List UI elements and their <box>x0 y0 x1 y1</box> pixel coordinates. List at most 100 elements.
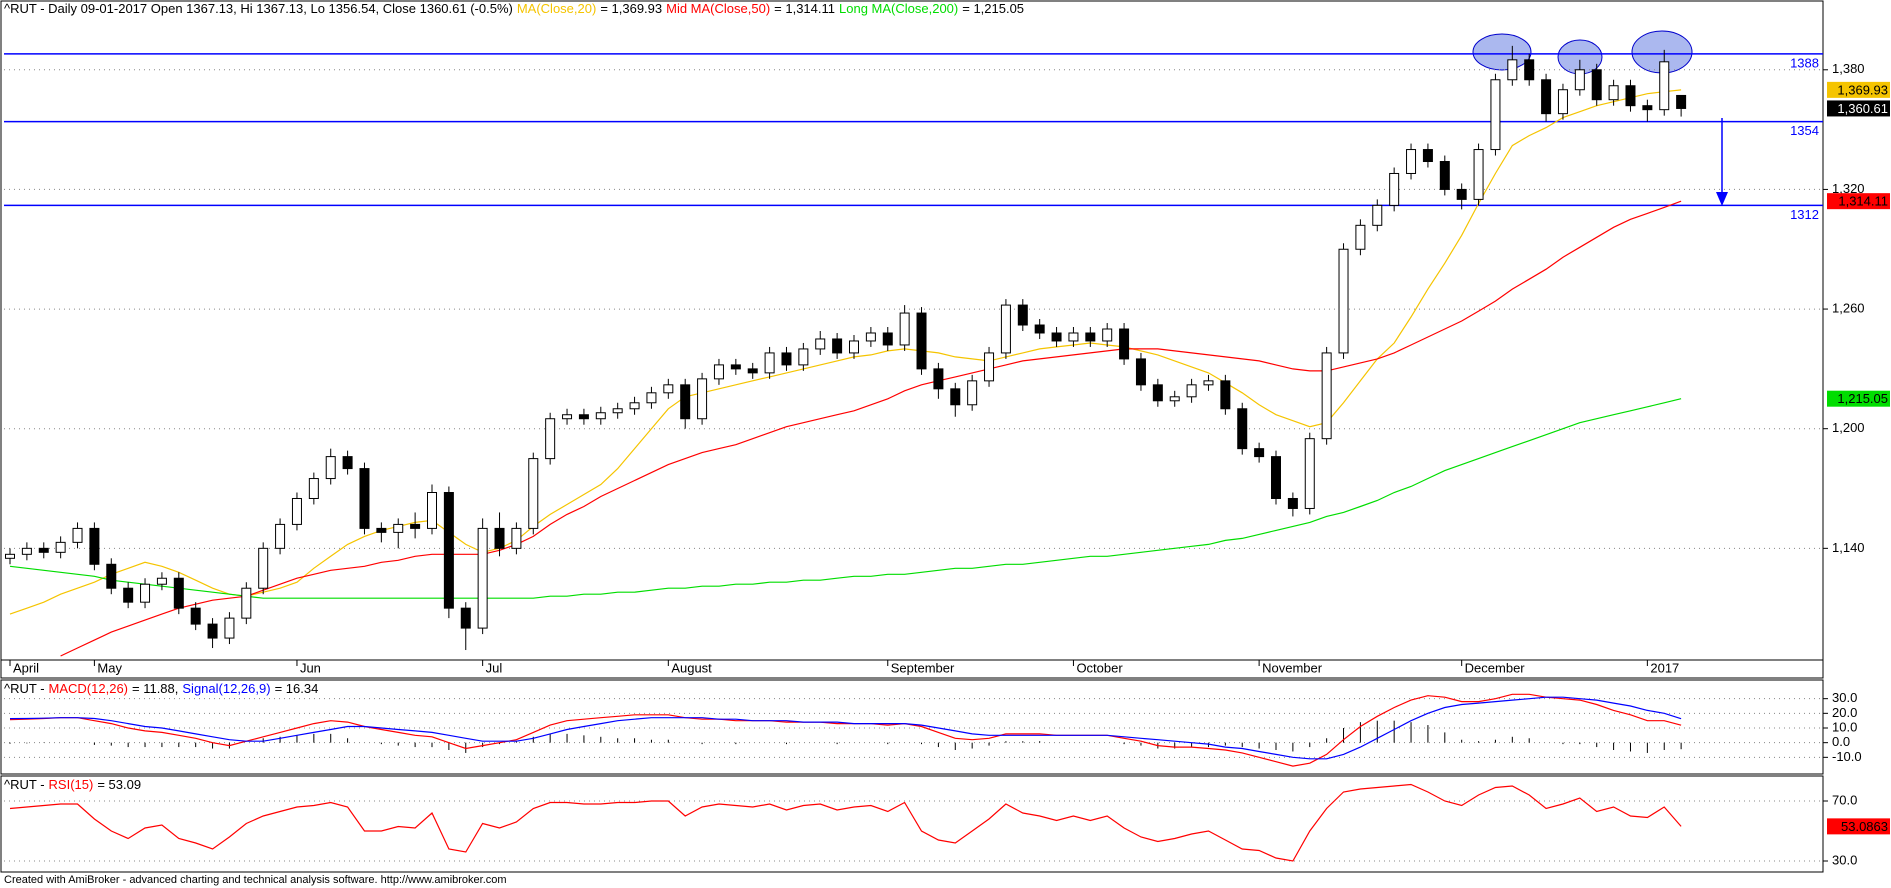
panel-legend: ^RUT - MACD(12,26) = 11.88, Signal(12,26,9)… <box>4 681 318 696</box>
y-tick-label: 1,260 <box>1832 301 1865 316</box>
value-badge-label: 1,215.05 <box>1837 391 1888 406</box>
candle-body <box>562 414 573 420</box>
candle-body <box>1490 79 1501 151</box>
indicator-line <box>9 696 1682 760</box>
level-label: 1312 <box>1790 207 1819 222</box>
candle-body <box>1557 89 1568 115</box>
x-tick-label: May <box>97 660 122 675</box>
legend-value: = 16.34 <box>275 681 319 696</box>
candle-body <box>1541 79 1552 115</box>
indicator-line <box>9 693 1682 767</box>
candle-body <box>1135 358 1146 386</box>
candle-body <box>1591 69 1602 101</box>
value-badge <box>1827 193 1890 210</box>
candle-body <box>545 418 556 460</box>
candle-body <box>173 577 184 609</box>
candle-body <box>1574 69 1585 91</box>
candle-body <box>1102 328 1113 342</box>
candle-body <box>1152 384 1163 402</box>
candle-body <box>730 364 741 370</box>
x-tick-label: Jun <box>300 660 321 675</box>
candle-body <box>1271 456 1281 499</box>
candle-body <box>950 388 961 406</box>
candle-body <box>1355 224 1366 250</box>
legend-title: ^RUT - <box>4 681 45 696</box>
candle-body <box>156 577 167 585</box>
candle-body <box>140 583 151 603</box>
candle-body <box>325 456 336 480</box>
value-badge <box>1827 390 1890 407</box>
value-badge-label: 1,360.61 <box>1837 101 1888 116</box>
value-badge-label: 1,314.11 <box>1838 194 1888 209</box>
candle-body <box>1422 149 1433 163</box>
legend-name: MA(Close,20) <box>517 1 596 16</box>
panel-legend: ^RUT - RSI(15) = 53.09 <box>4 777 141 792</box>
candle-body <box>1524 59 1535 81</box>
candle-body <box>663 384 674 394</box>
legend-value: = 11.88, <box>132 681 178 696</box>
x-tick-label: August <box>671 660 712 675</box>
candle-body <box>595 412 606 420</box>
candle-body <box>1389 172 1400 206</box>
target-arrow-head <box>1716 192 1728 206</box>
candle-body <box>511 527 522 549</box>
candle-body <box>1439 161 1450 190</box>
candle-body <box>410 523 421 529</box>
candle-body <box>1068 332 1079 342</box>
candle-body <box>443 492 454 609</box>
candle-body <box>291 497 302 525</box>
candle-body <box>224 617 235 639</box>
y-tick-label: 30.0 <box>1832 690 1857 705</box>
ma-line <box>9 398 1682 599</box>
legend-value: = 1,215.05 <box>962 1 1024 16</box>
legend-value: = 1,369.93 <box>600 1 662 16</box>
candle-body <box>1456 188 1467 200</box>
candle-body <box>1304 438 1315 509</box>
value-badge <box>1827 818 1890 835</box>
level-label: 1354 <box>1790 123 1819 138</box>
candle-body <box>1254 448 1265 458</box>
y-tick-label: 70.0 <box>1832 792 1857 807</box>
candle-body <box>342 456 353 470</box>
value-badge <box>1827 100 1890 117</box>
legend-name: Long MA(Close,200) <box>839 1 958 16</box>
candle-body <box>494 527 505 549</box>
candle-body <box>578 414 589 420</box>
candle-body <box>629 402 640 410</box>
candle-body <box>849 340 859 354</box>
candle-body <box>815 338 826 350</box>
x-tick-label: November <box>1262 660 1323 675</box>
candle-body <box>72 527 83 543</box>
value-badge-label: 1,369.93 <box>1837 82 1888 97</box>
candle-body <box>5 553 15 559</box>
candle-body <box>967 380 978 406</box>
legend-name: RSI(15) <box>49 777 94 792</box>
candle-body <box>528 458 539 529</box>
ma-line <box>60 200 1682 657</box>
candle-body <box>393 523 404 533</box>
candle-body <box>1659 61 1670 111</box>
legend-name: Mid MA(Close,50) <box>666 1 770 16</box>
candle-body <box>612 408 623 414</box>
y-tick-label: 20.0 <box>1832 705 1857 720</box>
value-badge-label: 53.0863 <box>1841 819 1888 834</box>
indicator-line <box>9 783 1682 862</box>
y-tick-label: 1,320 <box>1832 181 1865 196</box>
candle-body <box>781 352 792 366</box>
candle-body <box>460 607 471 629</box>
candle-body <box>241 587 252 619</box>
candle-body <box>697 378 708 420</box>
candle-body <box>308 478 319 499</box>
x-tick-label: October <box>1076 660 1123 675</box>
footer: Created with AmiBroker - advanced charti… <box>4 874 507 886</box>
x-tick-label: 2017 <box>1650 660 1679 675</box>
candle-body <box>882 332 893 346</box>
candle-body <box>984 352 995 382</box>
price-panel-frame <box>0 0 1824 679</box>
candle-body <box>1507 59 1518 81</box>
legend-value: = 53.09 <box>97 777 141 792</box>
ma-line <box>9 89 1682 615</box>
y-tick-label: -10.0 <box>1832 749 1862 764</box>
